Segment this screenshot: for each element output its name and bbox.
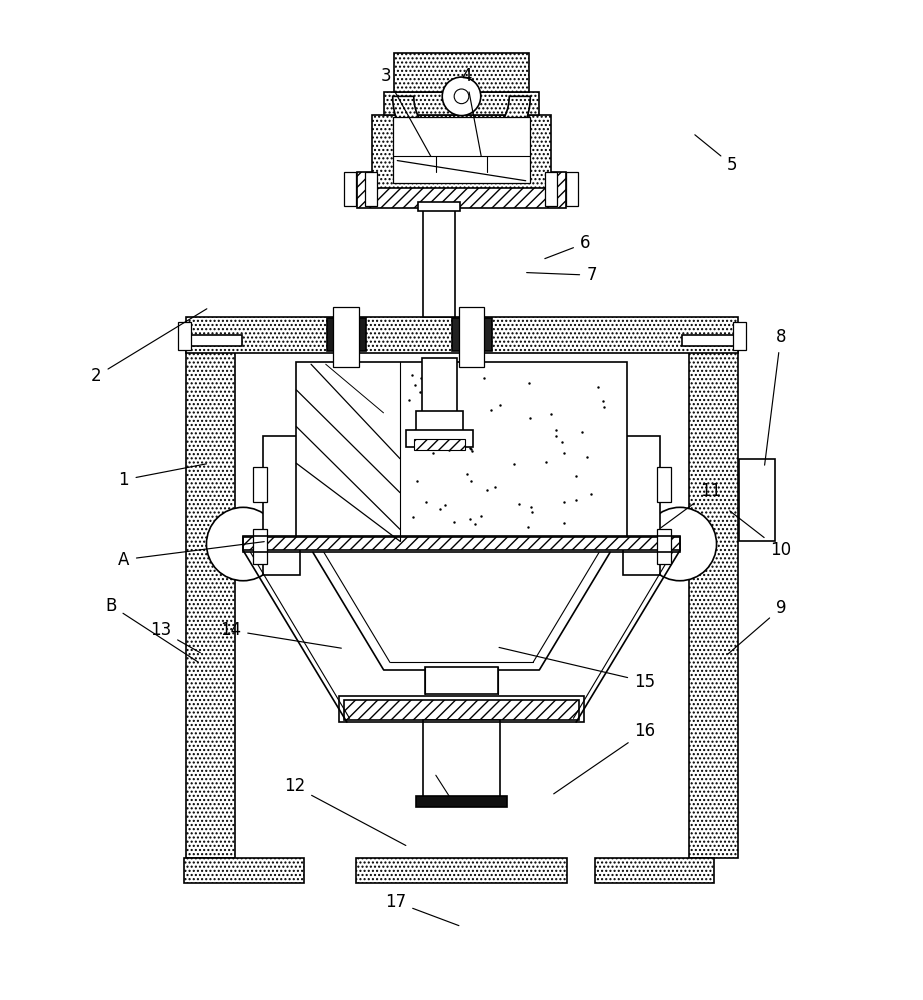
Bar xyxy=(566,172,578,206)
Bar xyxy=(545,172,557,206)
Bar xyxy=(733,322,746,350)
Bar xyxy=(738,459,775,541)
Text: 14: 14 xyxy=(220,621,342,648)
Text: A: A xyxy=(118,542,264,569)
Bar xyxy=(185,858,304,883)
Bar xyxy=(253,529,267,564)
Bar xyxy=(344,172,356,206)
Text: 11: 11 xyxy=(661,482,722,528)
Bar xyxy=(452,318,492,351)
Bar xyxy=(423,720,500,798)
Bar xyxy=(682,335,745,346)
Circle shape xyxy=(442,77,481,116)
Bar xyxy=(296,362,627,541)
Bar xyxy=(406,430,473,447)
Text: 16: 16 xyxy=(554,722,655,794)
Bar xyxy=(594,858,713,883)
Bar xyxy=(689,344,737,858)
Text: 4: 4 xyxy=(461,67,481,156)
Bar xyxy=(179,335,242,346)
Bar xyxy=(423,206,455,317)
Bar xyxy=(186,317,737,353)
Circle shape xyxy=(643,507,716,581)
Text: 9: 9 xyxy=(728,599,786,654)
Text: 5: 5 xyxy=(695,135,737,174)
Text: B: B xyxy=(105,597,198,662)
Text: 6: 6 xyxy=(545,234,591,259)
Text: 3: 3 xyxy=(381,67,431,156)
Bar xyxy=(327,318,366,351)
Bar xyxy=(384,92,539,115)
Bar xyxy=(459,307,485,367)
Text: 10: 10 xyxy=(730,511,791,559)
Polygon shape xyxy=(392,96,531,165)
Bar xyxy=(333,307,359,367)
Bar xyxy=(418,202,460,211)
Text: 1: 1 xyxy=(118,464,207,489)
Bar xyxy=(356,858,567,883)
Bar xyxy=(253,467,267,502)
Bar xyxy=(178,322,191,350)
Text: 13: 13 xyxy=(150,621,200,653)
Text: 15: 15 xyxy=(499,647,655,691)
Bar xyxy=(657,467,671,502)
Circle shape xyxy=(454,89,469,104)
Bar xyxy=(623,436,660,575)
Text: 7: 7 xyxy=(527,266,597,284)
Text: 12: 12 xyxy=(284,777,406,845)
Bar xyxy=(186,344,234,858)
Bar xyxy=(392,117,531,183)
Bar xyxy=(657,529,671,564)
Bar xyxy=(425,667,498,694)
Bar xyxy=(243,537,680,550)
Bar xyxy=(393,53,530,92)
Bar xyxy=(415,796,508,807)
Text: 8: 8 xyxy=(764,328,786,465)
Bar xyxy=(414,439,465,450)
Text: 17: 17 xyxy=(385,893,459,926)
Bar xyxy=(340,696,583,722)
Bar xyxy=(243,536,680,552)
Bar xyxy=(263,436,300,575)
Bar xyxy=(422,358,457,417)
Text: 2: 2 xyxy=(91,309,207,385)
Bar xyxy=(415,411,463,431)
Bar xyxy=(366,172,378,206)
Bar xyxy=(357,172,566,208)
Bar xyxy=(372,115,551,188)
Bar xyxy=(344,700,579,720)
Circle shape xyxy=(207,507,280,581)
